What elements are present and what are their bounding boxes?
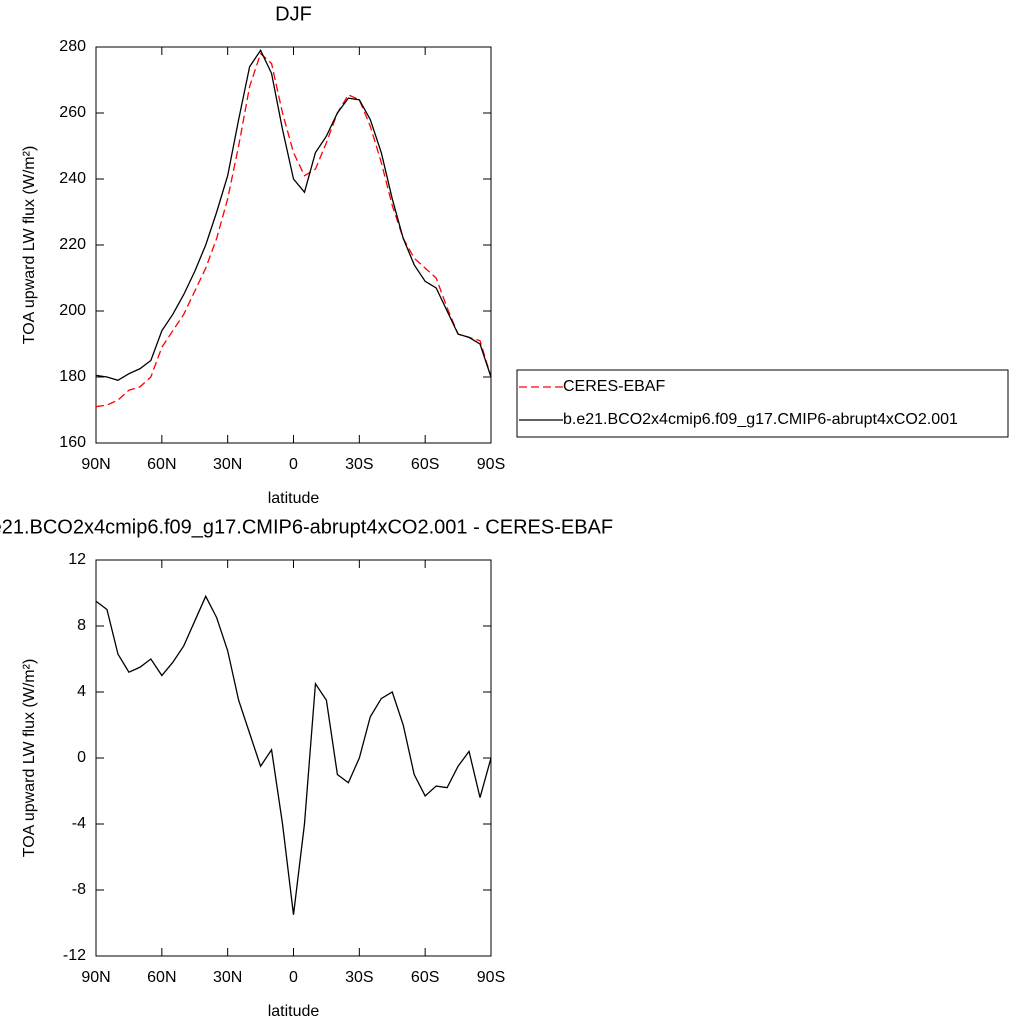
y-tick-label: 180: [59, 368, 86, 385]
y-tick-label: 12: [68, 551, 86, 568]
x-axis-label: latitude: [268, 1003, 320, 1020]
y-tick-label: -8: [72, 881, 86, 898]
y-tick-label: -4: [72, 815, 86, 832]
y-tick-label: 0: [77, 749, 86, 766]
y-tick-label: 220: [59, 236, 86, 253]
legend-label: CERES-EBAF: [563, 378, 665, 395]
y-tick-label: -12: [63, 947, 86, 964]
x-tick-label: 90N: [81, 456, 110, 473]
line-series: [95, 48, 492, 382]
y-tick-label: 4: [77, 683, 86, 700]
line-series: [95, 594, 492, 915]
y-tick-label: 260: [59, 104, 86, 121]
chart-title: b.e21.BCO2x4cmip6.f09_g17.CMIP6-abrupt4x…: [0, 516, 613, 538]
y-tick-label: 8: [77, 617, 86, 634]
legend-label: b.e21.BCO2x4cmip6.f09_g17.CMIP6-abrupt4x…: [563, 411, 958, 428]
x-tick-label: 30N: [213, 969, 242, 986]
plot-frame: [95, 46, 492, 444]
y-axis-label: TOA upward LW flux (W/m²): [21, 659, 38, 858]
plot-frame: [95, 559, 492, 957]
x-tick-label: 0: [289, 969, 298, 986]
x-tick-label: 90N: [81, 969, 110, 986]
x-tick-label: 60S: [411, 456, 439, 473]
y-tick-label: 160: [59, 434, 86, 451]
x-tick-label: 90S: [477, 969, 505, 986]
x-tick-label: 90S: [477, 456, 505, 473]
y-tick-label: 240: [59, 170, 86, 187]
y-axis-label: TOA upward LW flux (W/m²): [21, 146, 38, 345]
x-tick-label: 60N: [147, 456, 176, 473]
x-tick-label: 30S: [345, 456, 373, 473]
y-tick-label: 200: [59, 302, 86, 319]
chart-title: DJF: [275, 3, 312, 25]
line-series: [95, 52, 492, 408]
legend-box: [516, 369, 1009, 438]
x-tick-label: 30S: [345, 969, 373, 986]
y-tick-label: 280: [59, 38, 86, 55]
x-tick-label: 60N: [147, 969, 176, 986]
x-tick-label: 0: [289, 456, 298, 473]
x-axis-label: latitude: [268, 490, 320, 507]
x-tick-label: 60S: [411, 969, 439, 986]
x-tick-label: 30N: [213, 456, 242, 473]
